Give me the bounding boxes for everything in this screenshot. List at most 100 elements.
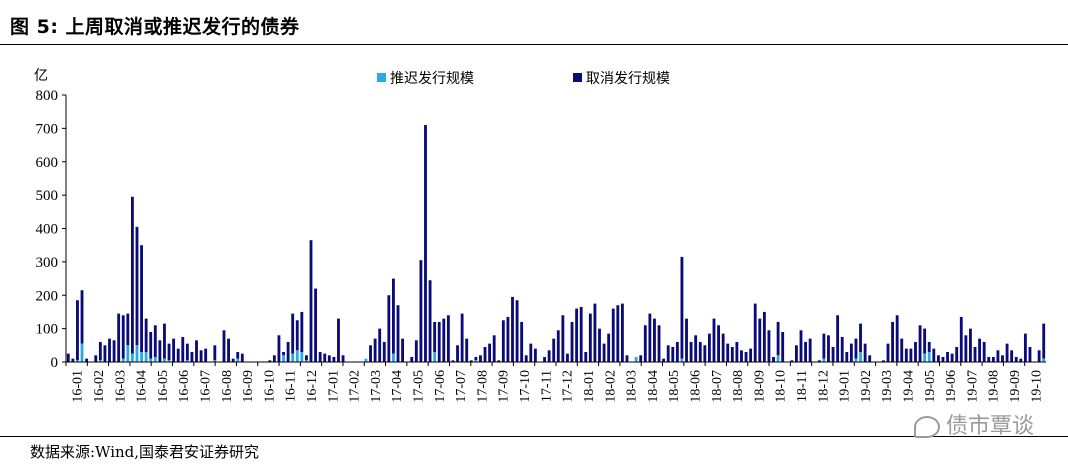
bar-cancel — [854, 338, 858, 359]
bar-cancel — [561, 315, 565, 362]
bar-cancel — [758, 318, 762, 362]
bar-postpone — [163, 358, 166, 362]
bar-cancel — [71, 358, 75, 362]
bar-cancel — [991, 356, 995, 362]
bar-cancel — [781, 331, 785, 362]
bar-cancel — [524, 355, 528, 362]
bar-cancel — [895, 315, 899, 362]
x-tick-label: 17-08 — [475, 370, 490, 403]
bar-cancel — [836, 315, 840, 362]
bar-cancel — [790, 360, 794, 362]
bar-cancel — [721, 333, 725, 362]
bar-cancel — [552, 338, 556, 362]
bar-cancel — [465, 338, 469, 362]
bar-cancel — [909, 348, 913, 362]
x-tick-label: 17-12 — [561, 370, 576, 403]
legend-label: 取消发行规模 — [586, 71, 670, 87]
bar-cancel — [474, 356, 478, 361]
bar-cancel — [94, 355, 98, 362]
x-tick-label: 19-05 — [923, 370, 938, 403]
bar-cancel — [982, 341, 986, 362]
bar-postpone — [295, 350, 299, 362]
bar-cancel — [153, 325, 157, 357]
bar-postpone — [282, 355, 285, 362]
bar-cancel — [712, 318, 716, 362]
y-tick-label: 800 — [36, 88, 59, 104]
bar-cancel — [163, 323, 166, 359]
bar-cancel — [199, 350, 203, 362]
bar-cancel — [941, 356, 945, 362]
legend: 推迟发行规模 取消发行规模 — [377, 71, 670, 87]
legend-swatch — [377, 73, 386, 82]
bar-postpone — [140, 351, 143, 362]
bar-cancel — [579, 306, 583, 362]
bar-cancel — [291, 313, 295, 354]
x-tick-label: 17-10 — [518, 370, 533, 403]
chat-bubble-icon — [913, 416, 940, 438]
bar-postpone — [213, 360, 217, 362]
bar-postpone — [291, 353, 295, 362]
x-tick-label: 19-04 — [902, 370, 917, 403]
bar-cancel — [799, 330, 803, 362]
bar-cancel — [323, 353, 327, 362]
bar-cancel — [648, 313, 652, 362]
bar-cancel — [506, 316, 510, 362]
bar-postpone — [305, 360, 308, 362]
x-tick-label: 16-11 — [284, 370, 299, 402]
bar-cancel — [369, 345, 372, 362]
bar-cancel — [511, 296, 514, 362]
bar-cancel — [222, 330, 226, 362]
bar-cancel — [584, 351, 588, 362]
x-tick-label: 16-01 — [71, 370, 86, 403]
bar-cancel — [978, 338, 982, 362]
bar-cancel — [959, 316, 963, 362]
bar-cancel — [964, 335, 968, 362]
bar-cancel — [479, 355, 482, 362]
watermark: 债市覃谈 — [913, 408, 1034, 440]
bar-cancel — [76, 300, 79, 361]
bar-cancel — [653, 318, 656, 362]
bar-cancel — [401, 338, 405, 362]
bar-cancel — [556, 330, 560, 362]
bar-cancel — [158, 340, 162, 362]
bar-cancel — [126, 313, 130, 346]
bar-cancel — [698, 341, 702, 362]
bar-cancel — [575, 308, 579, 362]
bar-cancel — [378, 328, 382, 362]
bar-postpone — [236, 358, 240, 362]
bar-cancel — [969, 328, 972, 362]
bar-cancel — [80, 290, 84, 344]
bar-cancel — [309, 240, 313, 362]
bar-cancel — [446, 315, 450, 362]
x-tick-label: 16-08 — [220, 370, 235, 403]
x-tick-label: 18-09 — [752, 370, 767, 403]
bar-cancel — [973, 346, 977, 362]
y-tick-label: 200 — [36, 288, 59, 304]
title-rule — [0, 44, 1068, 45]
bar-cancel — [914, 341, 917, 362]
bar-cancel — [387, 295, 391, 362]
bar-cancel — [103, 345, 107, 362]
bar-postpone — [98, 360, 102, 362]
bar-cancel — [566, 353, 569, 362]
bar-cancel — [598, 328, 601, 362]
bar-cancel — [817, 360, 821, 362]
bar-cancel — [607, 333, 611, 362]
x-tick-label: 19-07 — [965, 370, 980, 403]
x-tick-label: 17-09 — [497, 370, 512, 403]
bar-cancel — [863, 343, 867, 362]
x-tick-label: 18-03 — [625, 370, 640, 403]
x-tick-label: 16-12 — [305, 370, 320, 403]
bar-cancel — [268, 360, 272, 362]
bar-cancel — [433, 321, 437, 352]
bar-postpone — [1042, 358, 1046, 362]
bar-cancel — [98, 341, 102, 361]
bar-cancel — [337, 318, 340, 362]
bar-cancel — [955, 346, 959, 362]
bar-cancel — [822, 333, 826, 359]
bar-cancel — [932, 348, 936, 362]
y-tick-label: 100 — [36, 322, 59, 338]
bar-cancel — [717, 325, 720, 362]
bar-cancel — [1005, 343, 1009, 362]
bar-cancel — [987, 356, 991, 362]
